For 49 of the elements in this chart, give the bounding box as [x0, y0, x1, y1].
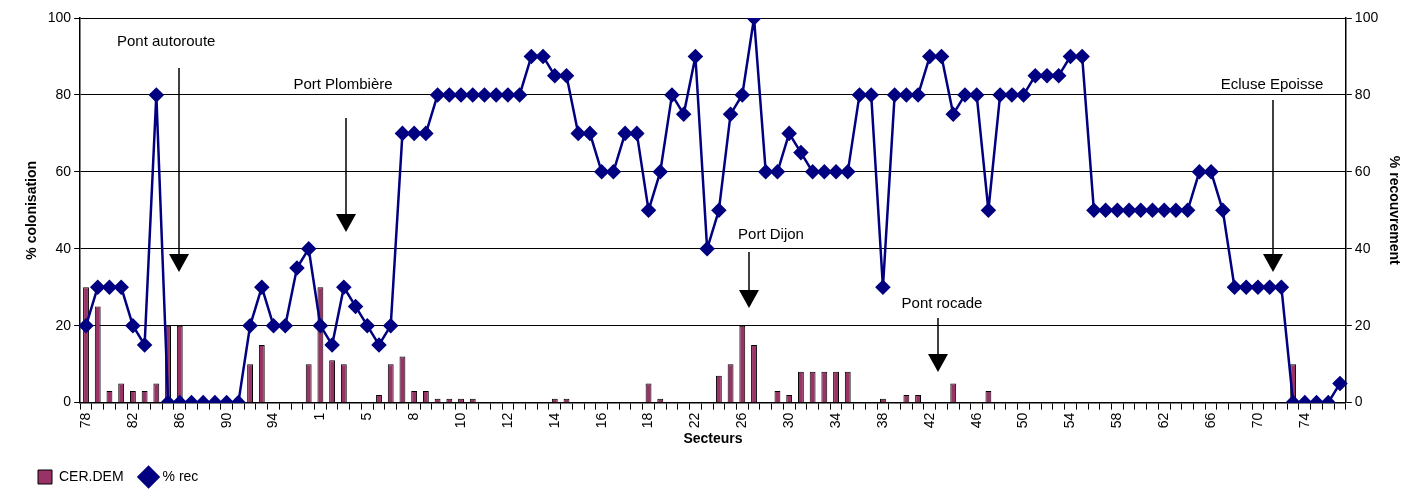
y2-tick-label: 60	[1354, 162, 1371, 179]
legend-label: CER.DEM	[59, 467, 124, 484]
y2-tick-label: 100	[1354, 8, 1379, 25]
annotation: Ecluse Epoisse	[1220, 75, 1324, 93]
annotation: Port Dijon	[738, 225, 804, 243]
y2-axis-title: % recouvrement	[1386, 155, 1403, 266]
x-tick-label: 10	[451, 412, 468, 429]
annotation: Port Plombière	[293, 75, 393, 93]
y-axis-title: % colonisation	[23, 160, 40, 260]
x-tick-label: 26	[733, 412, 750, 429]
y2-tick-label: 80	[1354, 85, 1371, 102]
annotation: Pont rocade	[901, 294, 983, 312]
x-tick-label: 66	[1201, 412, 1218, 429]
y-tick-label: 0	[63, 393, 72, 410]
x-tick-label: 86	[170, 412, 187, 429]
x-tick-label: 42	[920, 412, 937, 429]
x-tick-label: 62	[1155, 412, 1172, 429]
x-tick-label: 58	[1108, 412, 1125, 429]
y-tick-label: 20	[55, 316, 72, 333]
x-tick-label: 50	[1014, 412, 1031, 429]
x-tick-label: 94	[264, 412, 281, 429]
x-tick-label: 16	[592, 412, 609, 429]
x-tick-label: 8	[405, 412, 422, 421]
y2-tick-label: 0	[1354, 393, 1363, 410]
x-tick-label: 82	[123, 412, 140, 429]
x-tick-label: 34	[826, 412, 843, 429]
x-tick-label: 22	[686, 412, 703, 429]
x-tick-label: 5	[358, 412, 375, 421]
x-tick-label: 18	[639, 412, 656, 429]
y-tick-label: 100	[47, 8, 72, 25]
x-tick-label: 12	[498, 412, 515, 429]
x-tick-label: 74	[1295, 412, 1312, 429]
y-tick-label: 60	[55, 162, 72, 179]
x-axis-title: Secteurs	[683, 430, 743, 447]
y2-tick-label: 20	[1354, 316, 1371, 333]
x-tick-label: 90	[217, 412, 234, 429]
x-tick-label: 46	[967, 412, 984, 429]
annotation: Pont autoroute	[117, 32, 216, 50]
x-tick-label: 1	[311, 412, 328, 421]
x-tick-label: 38	[873, 412, 890, 429]
y2-tick-label: 40	[1354, 239, 1371, 256]
y-tick-label: 40	[55, 239, 72, 256]
x-tick-label: 54	[1061, 412, 1078, 429]
x-tick-label: 78	[76, 412, 93, 429]
x-tick-label: 70	[1248, 412, 1265, 429]
x-tick-label: 14	[545, 412, 562, 429]
y-tick-label: 80	[55, 85, 72, 102]
legend-label: % rec	[162, 467, 199, 484]
x-tick-label: 30	[780, 412, 797, 429]
